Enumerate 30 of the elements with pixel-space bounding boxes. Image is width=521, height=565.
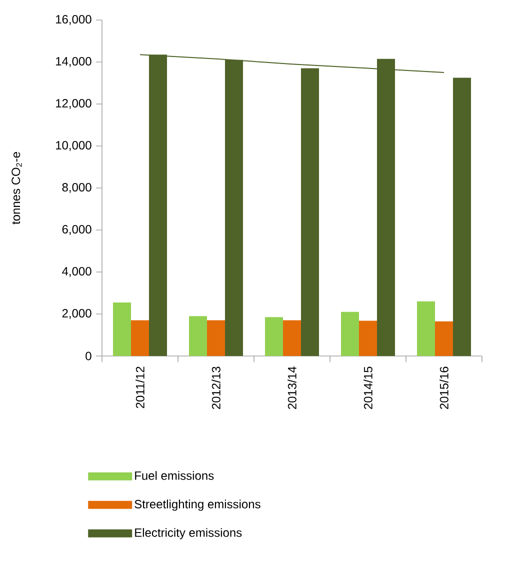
bar [206,320,225,356]
y-tick-label: 14,000 [56,57,92,67]
y-tick-label: 16,000 [56,15,92,25]
bar [189,316,207,356]
y-tick-label: 10,000 [56,141,92,151]
y-tick-label: 2,000 [62,309,92,319]
y-tick-label: 0 [86,352,92,360]
bar [113,302,131,356]
x-tick-label: 2013/14 [288,366,296,409]
x-tick-label: 2015/16 [440,366,448,409]
bar [452,78,471,356]
bar [358,320,377,356]
legend-label: Streetlighting emissions [134,500,260,511]
bar [282,320,301,356]
bar [434,321,453,356]
x-tick-label: 2014/15 [364,366,372,409]
bar [300,68,319,356]
y-tick-label: 12,000 [56,99,92,109]
y-tick-label: 4,000 [62,267,92,277]
bar [340,312,359,356]
legend-label: Electricity emissions [135,528,242,540]
x-tick-label: 2012/13 [212,366,220,409]
bar [131,320,149,356]
y-axis-title: tonnes CO$_{2}$-e [12,152,22,224]
y-tick-label: 8,000 [62,183,92,193]
bar [416,301,435,356]
bar [264,317,283,356]
y-tick-label: 6,000 [62,225,92,235]
x-tick-label: 2011/12 [136,366,144,408]
legend-label: Fuel emissions [135,471,214,480]
